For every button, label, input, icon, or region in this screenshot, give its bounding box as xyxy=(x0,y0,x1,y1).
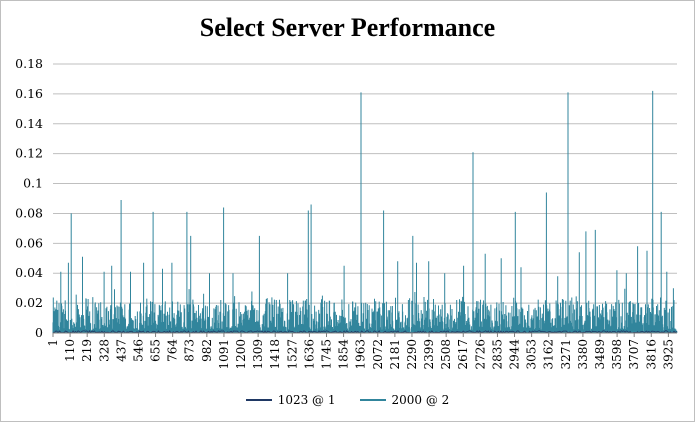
x-tick-label: 1636 xyxy=(302,339,316,370)
legend-label-series-2: 2000 @ 2 xyxy=(391,393,450,407)
x-tick-label: 1309 xyxy=(251,339,265,370)
x-tick-label: 3598 xyxy=(610,339,624,370)
x-tick-label: 437 xyxy=(114,339,128,362)
y-tick-label: 0.02 xyxy=(15,295,43,310)
x-tick-label: 2508 xyxy=(439,339,453,370)
x-tick-label: 3925 xyxy=(661,339,675,370)
x-tick-label: 3489 xyxy=(593,339,607,370)
legend-item-series-2: 2000 @ 2 xyxy=(359,393,450,407)
legend-swatch-series-1 xyxy=(245,399,272,401)
series-2000-at-2-line xyxy=(52,90,678,333)
x-tick-label: 1200 xyxy=(234,339,248,370)
x-tick-label: 2072 xyxy=(371,339,385,370)
x-tick-label: 1 xyxy=(46,339,60,347)
x-tick-label: 328 xyxy=(97,339,111,362)
x-tick-label: 110 xyxy=(63,339,77,362)
legend-item-series-1: 1023 @ 1 xyxy=(245,393,336,407)
x-tick-label: 546 xyxy=(131,339,145,362)
x-tick-label: 1745 xyxy=(319,339,333,370)
chart-title: Select Server Performance xyxy=(199,13,496,42)
x-tick-label: 2399 xyxy=(422,339,436,370)
x-tick-label: 2944 xyxy=(508,339,522,370)
x-tick-label: 1527 xyxy=(285,339,299,370)
x-tick-label: 1963 xyxy=(354,339,368,370)
x-tick-label: 764 xyxy=(166,339,180,362)
x-tick-label: 1091 xyxy=(217,339,231,370)
x-tick-label: 3271 xyxy=(559,339,573,370)
x-tick-label: 3380 xyxy=(576,339,590,370)
legend-label-series-1: 1023 @ 1 xyxy=(277,393,336,407)
chart-legend: 1023 @ 1 2000 @ 2 xyxy=(1,391,694,409)
y-tick-label: 0.1 xyxy=(23,176,43,191)
x-tick-label: 2835 xyxy=(490,339,504,370)
x-tick-label: 3816 xyxy=(644,339,658,370)
x-tick-label: 3162 xyxy=(542,339,556,370)
y-tick-label: 0.18 xyxy=(15,56,43,71)
y-tick-label: 0.06 xyxy=(15,235,43,250)
y-tick-label: 0.14 xyxy=(15,116,43,131)
x-tick-label: 3707 xyxy=(627,339,641,370)
y-tick-label: 0.12 xyxy=(15,146,43,161)
x-tick-label: 655 xyxy=(149,339,163,362)
x-tick-label: 982 xyxy=(200,339,214,362)
x-tick-label: 1418 xyxy=(268,339,282,370)
y-tick-label: 0.04 xyxy=(15,265,43,280)
y-tick-label: 0.16 xyxy=(15,86,43,101)
x-tick-label: 219 xyxy=(80,339,94,362)
x-tick-label: 1854 xyxy=(337,339,351,370)
x-tick-label: 2181 xyxy=(388,339,402,370)
y-tick-label: 0 xyxy=(35,325,43,340)
x-tick-label: 3053 xyxy=(525,339,539,370)
x-tick-label: 2617 xyxy=(456,339,470,370)
x-tick-label: 2290 xyxy=(405,339,419,370)
y-tick-label: 0.08 xyxy=(15,205,43,220)
legend-swatch-series-2 xyxy=(359,399,386,401)
x-tick-label: 873 xyxy=(183,339,197,362)
x-tick-label: 2726 xyxy=(473,339,487,370)
